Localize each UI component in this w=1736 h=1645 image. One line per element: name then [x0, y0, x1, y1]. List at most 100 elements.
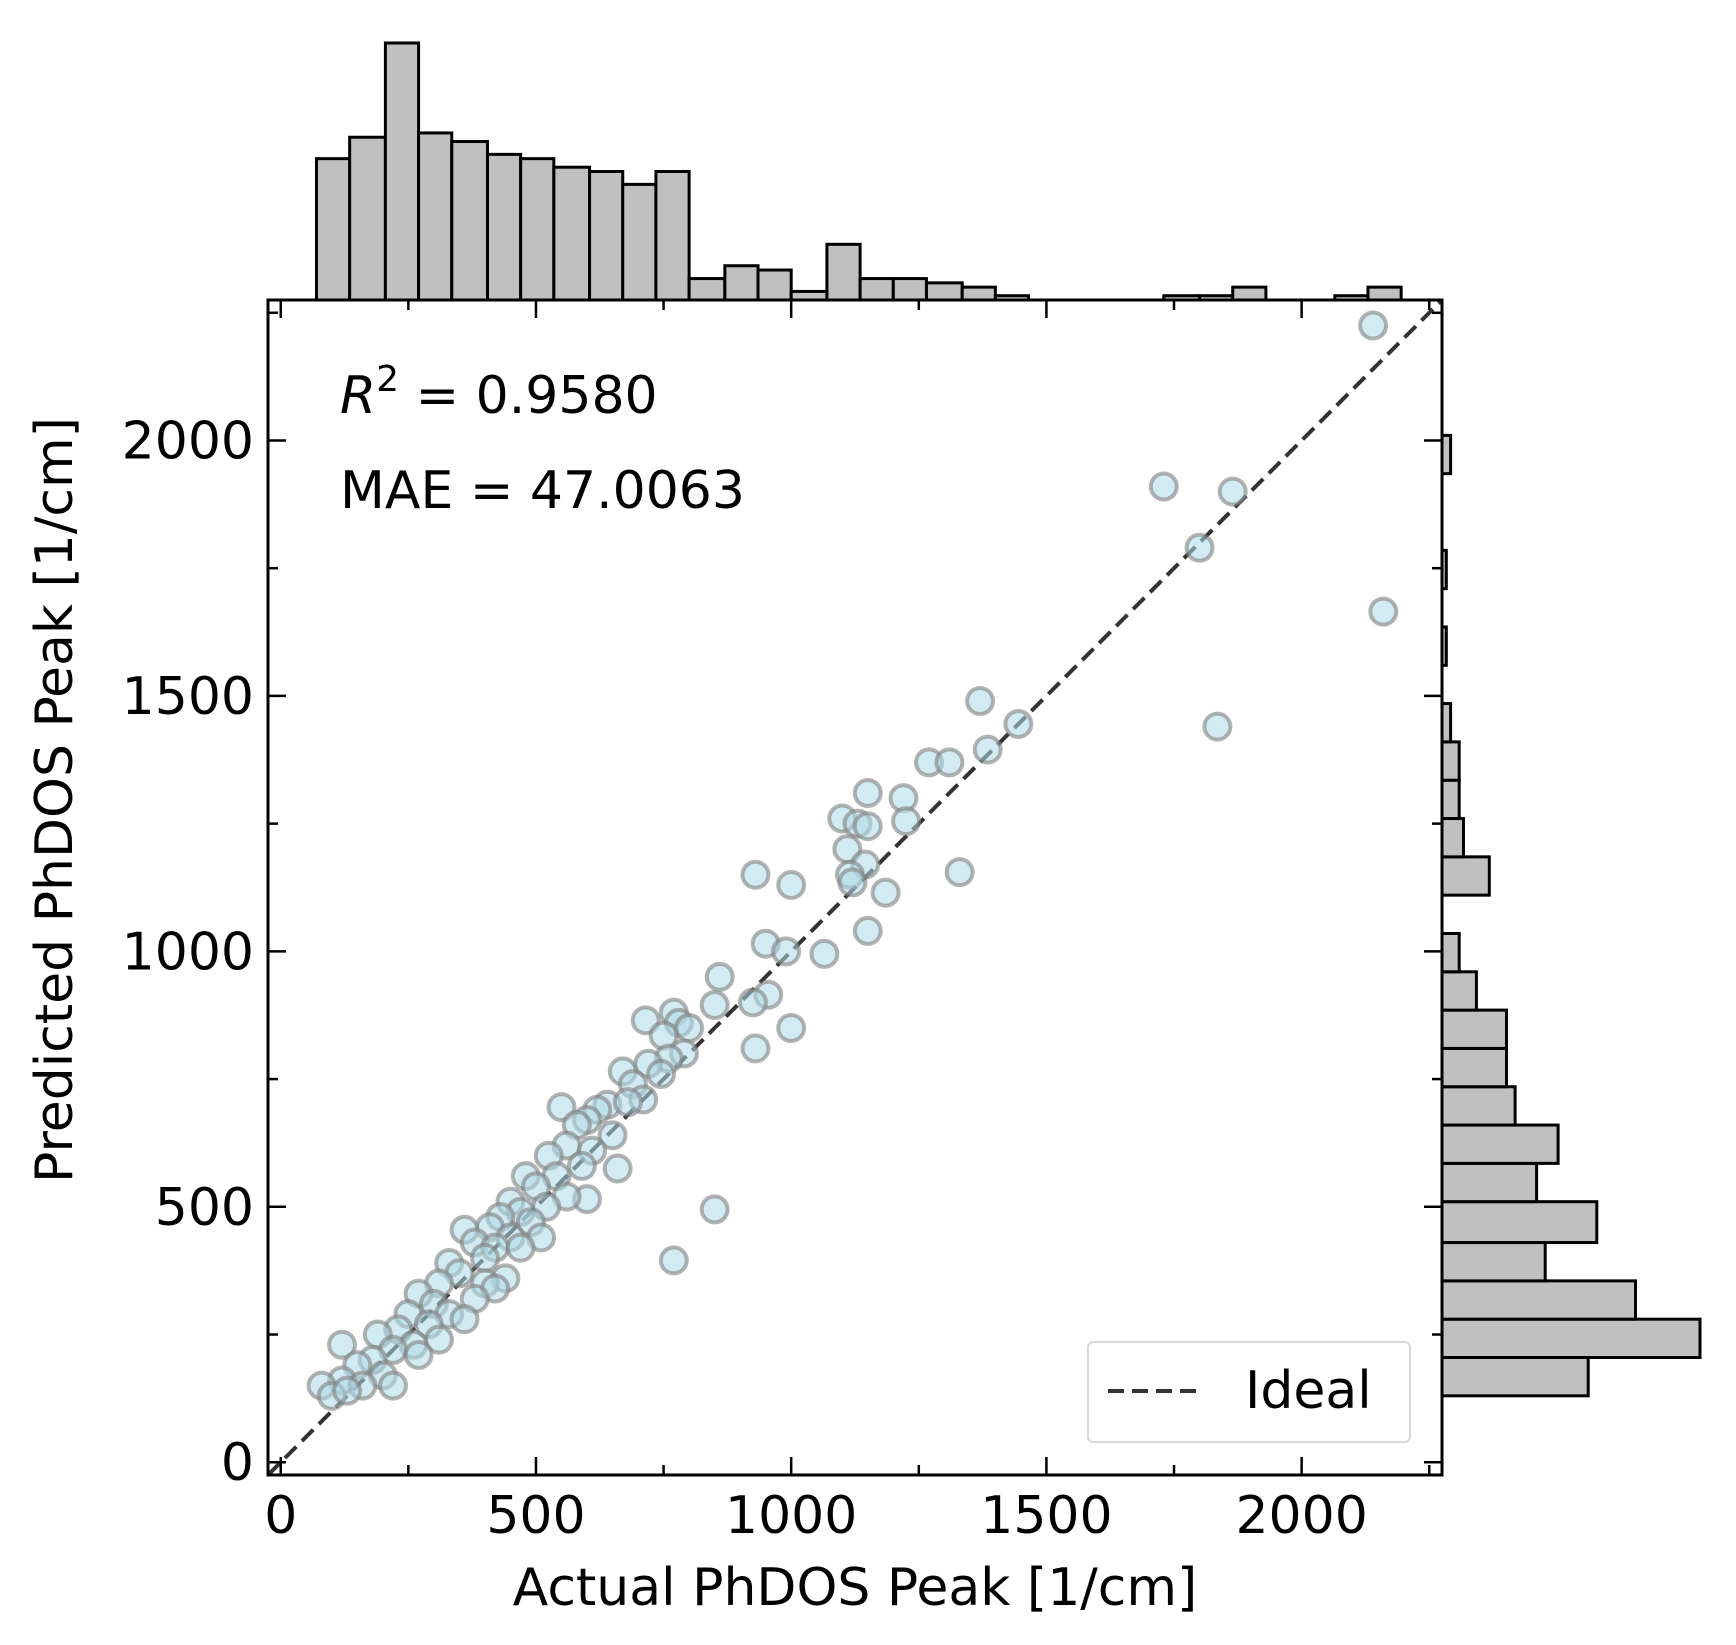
- y-tick-label: 0: [221, 1433, 254, 1493]
- scatter-point: [612, 1087, 643, 1118]
- x-tick-label: 2000: [1235, 1486, 1367, 1546]
- scatter-point: [740, 1033, 771, 1064]
- r2-annotation: R2 = 0.9580: [340, 359, 658, 426]
- right-hist-bar: [1440, 1161, 1539, 1204]
- right-hist-bar: [1440, 1046, 1508, 1089]
- scatter-point: [597, 1120, 628, 1151]
- scatter-point: [891, 806, 922, 837]
- scatter-point: [1217, 476, 1248, 507]
- scatter-point: [944, 857, 975, 888]
- scatter-point: [809, 938, 840, 969]
- y-tick-label: 2000: [122, 411, 254, 471]
- y-axis-label: Predicted PhDOS Peak [1/cm]: [25, 417, 85, 1183]
- top-hist-bar: [654, 170, 691, 302]
- top-hist-bar: [348, 135, 387, 302]
- top-hist-bar: [687, 277, 727, 302]
- scatter-point: [327, 1329, 358, 1360]
- scatter-point: [1148, 471, 1179, 502]
- x-tick-label: 1500: [980, 1486, 1112, 1546]
- top-hist-bar: [825, 242, 862, 302]
- right-hist-bar: [1440, 1317, 1702, 1360]
- scatter-point: [378, 1370, 409, 1401]
- right-hist-bar: [1440, 1356, 1590, 1398]
- y-tick-label: 500: [155, 1178, 254, 1238]
- scatter-points: [306, 310, 1399, 1411]
- right-hist-bar: [1440, 1085, 1517, 1127]
- scatter-point: [852, 811, 883, 842]
- scatter-point: [1003, 709, 1034, 740]
- plot-frame: [266, 298, 1444, 1477]
- right-hist-bar: [1440, 1241, 1547, 1283]
- top-hist-bar: [924, 281, 964, 302]
- right-hist-bar: [1440, 1008, 1508, 1050]
- top-hist-bar: [891, 277, 928, 302]
- scatter-point: [771, 936, 802, 967]
- top-hist-bar: [485, 152, 523, 302]
- main-axes: 0 500 1000 1500 2000 0 500 1000 1500 2000: [122, 298, 1444, 1546]
- scatter-point: [837, 867, 868, 898]
- scatter-point: [934, 747, 965, 778]
- right-hist-bar: [1440, 855, 1491, 897]
- scatter-point: [972, 734, 1003, 765]
- right-hist-bar: [1440, 1123, 1560, 1165]
- scatter-point: [776, 869, 807, 900]
- top-hist-bar: [858, 277, 895, 302]
- top-hist-bar: [1366, 285, 1403, 302]
- x-tick-label: 1000: [725, 1486, 857, 1546]
- mae-annotation: MAE = 47.0063: [340, 461, 745, 521]
- top-hist-bar: [621, 182, 658, 302]
- scatter-point: [449, 1304, 480, 1335]
- top-histogram: [314, 41, 1403, 302]
- scatter-point: [776, 1012, 807, 1043]
- y-tick-label: 1500: [122, 667, 254, 727]
- scatter-point: [646, 1058, 677, 1089]
- scatter-point: [852, 777, 883, 808]
- right-hist-bar: [1440, 740, 1461, 782]
- scatter-point: [852, 915, 883, 946]
- scatter-point: [737, 987, 768, 1018]
- scatter-point: [704, 961, 735, 992]
- scatter-point: [403, 1339, 434, 1370]
- top-hist-bar: [383, 41, 421, 302]
- scatter-point: [1368, 596, 1399, 627]
- x-axis-label: Actual PhDOS Peak [1/cm]: [513, 1558, 1198, 1618]
- top-hist-bar: [450, 140, 489, 302]
- right-hist-bar: [1440, 931, 1461, 974]
- top-hist-bar: [588, 170, 625, 302]
- top-hist-bar: [519, 157, 556, 302]
- scatter-point: [505, 1232, 536, 1263]
- top-hist-bar: [417, 131, 454, 302]
- scatter-point: [699, 1194, 730, 1225]
- scatter-point: [469, 1242, 500, 1273]
- top-hist-bar: [1231, 285, 1268, 302]
- scatter-point: [870, 877, 901, 908]
- right-hist-bar: [1440, 817, 1465, 859]
- scatter-point: [699, 990, 730, 1020]
- y-tick-label: 1000: [122, 922, 254, 982]
- top-hist-bar: [723, 264, 760, 302]
- scatter-point: [566, 1150, 597, 1181]
- scatter-point: [602, 1153, 633, 1184]
- legend-ideal-label: Ideal: [1245, 1361, 1372, 1421]
- right-hist-bar: [1440, 778, 1461, 821]
- scatter-point: [965, 686, 996, 717]
- scatter-point: [740, 859, 771, 890]
- right-hist-bar: [1440, 1279, 1637, 1321]
- scatter-point: [658, 1245, 689, 1276]
- scatter-point: [674, 1012, 705, 1043]
- legend: Ideal: [1087, 1341, 1411, 1443]
- top-hist-bar: [756, 268, 793, 302]
- x-tick-label: 0: [264, 1486, 297, 1546]
- right-histogram: [1440, 433, 1702, 1398]
- top-hist-bar: [552, 165, 592, 302]
- legend-frame: [1087, 1341, 1411, 1443]
- top-hist-bar: [960, 285, 997, 302]
- right-hist-bar: [1440, 1200, 1599, 1245]
- top-hist-bar: [314, 157, 352, 302]
- x-tick-label: 500: [486, 1486, 585, 1546]
- right-hist-bar: [1440, 970, 1478, 1012]
- scatter-point: [332, 1375, 363, 1406]
- scatter-point: [1358, 310, 1389, 341]
- scatter-point: [1202, 711, 1233, 742]
